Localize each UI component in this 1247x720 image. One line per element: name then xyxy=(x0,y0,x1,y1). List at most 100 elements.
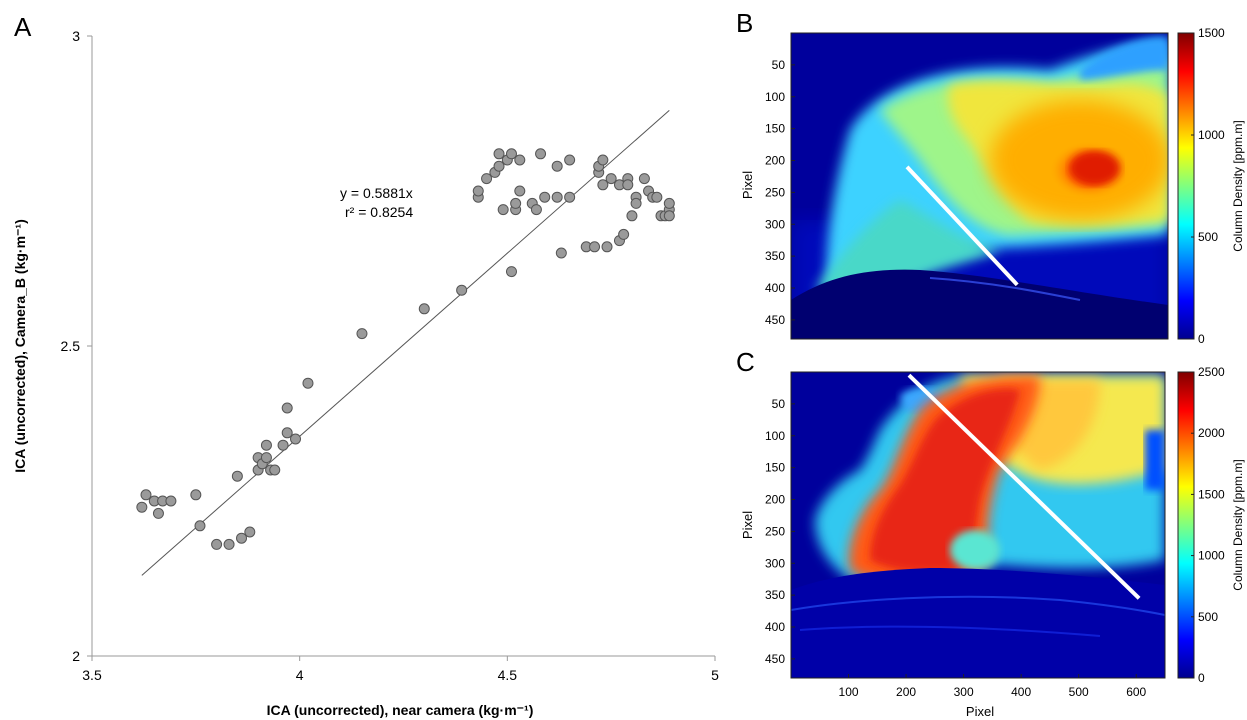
heatmap-b xyxy=(791,33,1168,339)
x-tick-label: 200 xyxy=(896,685,916,699)
y-tick-label: 50 xyxy=(772,397,786,411)
data-point xyxy=(663,197,675,209)
y-tick-label: 150 xyxy=(765,461,785,475)
data-point xyxy=(281,427,293,439)
y-tick-label: 50 xyxy=(772,58,786,72)
data-point xyxy=(638,173,650,185)
y-tick-label: 150 xyxy=(765,122,785,136)
data-point xyxy=(510,197,522,209)
y-tick-label: 200 xyxy=(765,154,785,168)
y-axis-title: ICA (uncorrected), Camera_B (kg·m⁻¹) xyxy=(12,219,28,472)
data-point xyxy=(663,210,675,222)
data-point xyxy=(269,464,281,476)
data-point xyxy=(564,154,576,166)
x-tick-label: 100 xyxy=(839,685,859,699)
data-point xyxy=(140,489,152,501)
data-point xyxy=(530,204,542,216)
heatmap-b-frame xyxy=(790,32,1169,340)
x-tick-label: 4.5 xyxy=(498,667,518,683)
data-point xyxy=(551,191,563,203)
colorbar-tick-label: 500 xyxy=(1198,230,1218,244)
colorbar-tick-label: 1500 xyxy=(1198,487,1225,501)
colorbar-tick-label: 1000 xyxy=(1198,128,1225,142)
data-point xyxy=(281,402,293,414)
data-point xyxy=(190,489,202,501)
heatmap-c xyxy=(791,372,1165,678)
x-tick-label: 3.5 xyxy=(82,667,102,683)
y-tick-label: 250 xyxy=(765,524,785,538)
b-y-axis-title: Pixel xyxy=(740,171,755,199)
data-point xyxy=(551,160,563,172)
data-point xyxy=(244,526,256,538)
colorbar-tick-label: 1000 xyxy=(1198,549,1225,563)
data-point xyxy=(165,495,177,507)
colorbar-tick-label: 0 xyxy=(1198,332,1205,346)
data-point xyxy=(630,197,642,209)
c-x-axis-title: Pixel xyxy=(966,704,994,719)
y-tick-label: 300 xyxy=(765,217,785,231)
y-tick-label: 100 xyxy=(765,429,785,443)
data-point xyxy=(626,210,638,222)
data-point xyxy=(277,439,289,451)
data-point xyxy=(493,160,505,172)
fit-equation: y = 0.5881x xyxy=(340,185,413,201)
data-point xyxy=(505,148,517,160)
data-point xyxy=(497,204,509,216)
y-tick-label: 300 xyxy=(765,556,785,570)
transect-line xyxy=(905,165,1019,287)
data-point xyxy=(651,191,663,203)
data-point xyxy=(260,452,272,464)
data-point xyxy=(514,185,526,197)
data-point xyxy=(605,173,617,185)
y-tick-label: 350 xyxy=(765,249,785,263)
x-axis-title: ICA (uncorrected), near camera (kg·m⁻¹) xyxy=(267,702,534,718)
data-point xyxy=(597,154,609,166)
y-tick-label: 2 xyxy=(72,648,80,664)
data-point xyxy=(236,532,248,544)
data-point xyxy=(211,538,223,550)
colorbar-tick-label: 1500 xyxy=(1198,26,1225,40)
data-point xyxy=(456,284,468,296)
colorbar-tick-label: 0 xyxy=(1198,671,1205,685)
data-point xyxy=(418,303,430,315)
data-point xyxy=(136,501,148,513)
data-point xyxy=(152,507,164,519)
panel-b: B 50 100 150 200 250 300 350 400 450 Pixel xyxy=(736,8,1245,346)
data-point xyxy=(597,179,609,191)
colorbar-c xyxy=(1177,371,1195,679)
data-point xyxy=(356,328,368,340)
data-point xyxy=(539,191,551,203)
data-point xyxy=(589,241,601,253)
y-tick-label: 100 xyxy=(765,90,785,104)
data-point xyxy=(535,148,547,160)
colorbar-b-title: Column Density [ppm.m] xyxy=(1231,120,1245,251)
y-tick-label: 400 xyxy=(765,620,785,634)
data-point xyxy=(194,520,206,532)
data-point xyxy=(302,377,314,389)
data-point xyxy=(223,538,235,550)
y-tick-label: 250 xyxy=(765,185,785,199)
c-y-axis-title: Pixel xyxy=(740,511,755,539)
colorbar-tick-label: 2000 xyxy=(1198,426,1225,440)
y-tick-label: 450 xyxy=(765,313,785,327)
data-point xyxy=(493,148,505,160)
trend-line xyxy=(141,110,670,576)
colorbar-tick-label: 2500 xyxy=(1198,365,1225,379)
x-tick-label: 4 xyxy=(296,667,304,683)
data-point xyxy=(622,179,634,191)
colorbar-b xyxy=(1177,32,1195,340)
data-point xyxy=(555,247,567,259)
y-tick-label: 200 xyxy=(765,493,785,507)
colorbar-tick-label: 500 xyxy=(1198,610,1218,624)
x-tick-label: 400 xyxy=(1011,685,1031,699)
x-tick-label: 5 xyxy=(711,667,719,683)
y-tick-label: 400 xyxy=(765,281,785,295)
y-tick-label: 450 xyxy=(765,652,785,666)
data-point xyxy=(481,173,493,185)
data-point xyxy=(472,185,484,197)
data-point xyxy=(601,241,613,253)
panel-a-label: A xyxy=(14,12,32,42)
data-point xyxy=(505,266,517,278)
